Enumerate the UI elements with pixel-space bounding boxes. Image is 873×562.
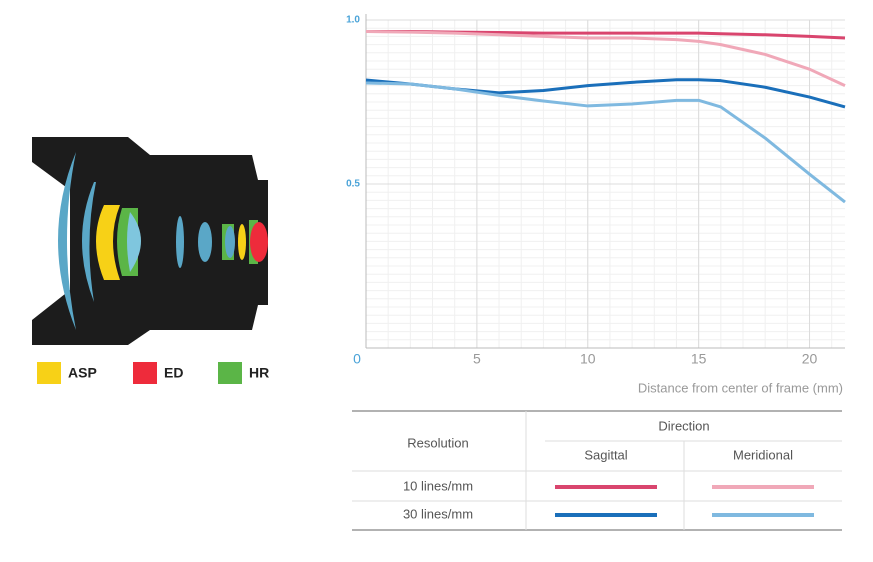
key-label: ED bbox=[164, 365, 183, 381]
x-axis-label: Distance from center of frame (mm) bbox=[638, 380, 843, 395]
y-tick-label: 0.5 bbox=[346, 179, 360, 190]
key-label: HR bbox=[249, 365, 269, 381]
column-header: Sagittal bbox=[584, 447, 627, 462]
y-tick-label: 1.0 bbox=[346, 15, 360, 26]
table-header: Resolution bbox=[407, 435, 468, 450]
key-swatch bbox=[133, 362, 157, 384]
key-swatch bbox=[218, 362, 242, 384]
x-tick-label: 5 bbox=[473, 351, 481, 367]
x-tick-label: 20 bbox=[802, 351, 818, 367]
row-header: 10 lines/mm bbox=[403, 478, 473, 493]
x-tick-label: 15 bbox=[691, 351, 707, 367]
key-swatch bbox=[37, 362, 61, 384]
y-tick-label: 0 bbox=[353, 351, 361, 367]
series-line bbox=[365, 29, 846, 87]
table-header: Direction bbox=[658, 418, 709, 433]
lens-diagram bbox=[32, 137, 268, 345]
series-line bbox=[365, 81, 846, 204]
x-tick-label: 10 bbox=[580, 351, 596, 367]
key-label: ASP bbox=[68, 365, 97, 381]
row-header: 30 lines/mm bbox=[403, 506, 473, 521]
column-header: Meridional bbox=[733, 447, 793, 462]
